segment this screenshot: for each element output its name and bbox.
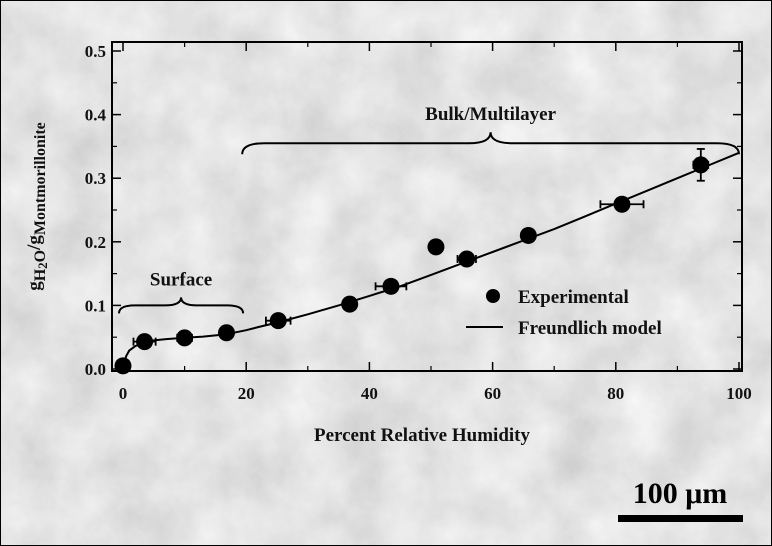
x-tick-label-60: 60 [484,384,501,403]
experimental-point [217,324,235,342]
y-label-slash: / [24,244,45,251]
scale-bar-line [618,515,743,522]
y-axis-title: gH2O/gMontmorillonite [24,122,50,291]
x-tick-label-80: 80 [607,384,624,403]
legend-marker-experimental [486,289,500,303]
surface-label: Surface [150,269,212,290]
experimental-point [176,329,194,347]
experimental-marker [341,295,359,313]
bulk-brace [241,132,740,155]
experimental-marker [458,250,476,268]
y-tick-label-0.3: 0.3 [85,169,106,188]
experimental-point [132,333,157,351]
annotations: Surface Bulk/Multilayer [118,104,740,314]
x-axis-title: Percent Relative Humidity [314,425,530,446]
axes: 0 20 40 60 80 100 0.0 0.1 0.2 0.3 0.4 0.5 [85,42,752,403]
experimental-marker [613,195,631,213]
experimental-marker [269,312,287,330]
x-tick-label-40: 40 [361,384,378,403]
scale-bar-label: 100 μm [633,477,728,510]
x-tick-label-100: 100 [726,384,752,403]
experimental-marker [382,277,400,295]
experimental-point [692,148,710,182]
legend-label-freundlich: Freundlich model [518,318,662,339]
experimental-point [599,195,645,213]
experimental-marker [519,226,537,244]
experimental-marker [692,156,710,174]
x-tick-label-0: 0 [119,384,128,403]
y-label-sub-2: 2 [35,262,50,269]
y-label-g1: g [24,281,45,291]
y-tick-label-0.5: 0.5 [85,42,106,61]
y-tick-label-0.2: 0.2 [85,233,106,252]
points-layer [114,148,710,375]
y-label-sub-h: H [32,268,49,281]
y-tick-label-0.0: 0.0 [85,360,106,379]
surface-brace [118,297,245,314]
x-tick-label-20: 20 [238,384,255,403]
experimental-marker [136,333,154,351]
experimental-point [519,226,537,244]
y-label-sub-o: O [32,250,49,262]
experimental-marker [176,329,194,347]
y-label-g2: g [24,235,45,245]
scale-bar: 100 μm [618,477,743,522]
y-tick-label-0.1: 0.1 [85,296,106,315]
experimental-point [265,312,292,330]
legend-label-experimental: Experimental [518,287,629,308]
experimental-marker [217,324,235,342]
legend: Experimental Freundlich model [466,287,662,339]
plot-frame [111,41,743,372]
experimental-point [341,295,359,313]
experimental-point [456,250,477,268]
experimental-marker [114,357,132,375]
bulk-label: Bulk/Multilayer [425,104,556,125]
experimental-point [114,357,132,375]
y-label-sub-montmorillonite: Montmorillonite [32,122,49,235]
experimental-marker [427,238,445,256]
experimental-point [427,238,445,256]
y-tick-label-0.4: 0.4 [85,106,107,125]
experimental-point [374,277,408,295]
